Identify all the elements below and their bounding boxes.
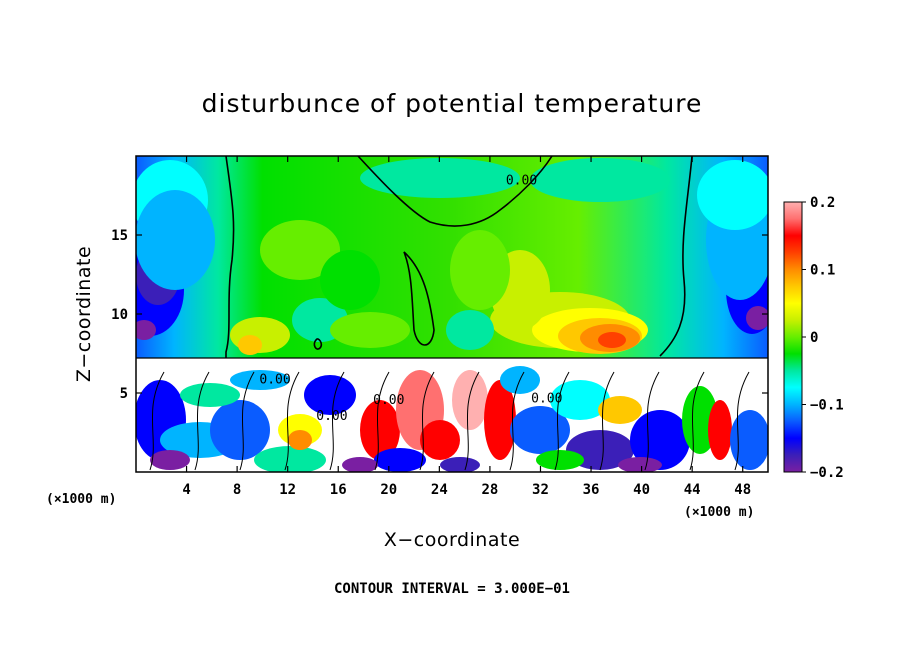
colorbar-ticks: 0.2 0.1 0 −0.1 −0.2 <box>802 195 844 481</box>
turbulent-blob <box>360 400 400 460</box>
turbulent-blob <box>420 420 460 460</box>
turbulent-contour <box>509 371 525 471</box>
field-blob <box>238 335 262 355</box>
turbulent-contours <box>149 371 750 471</box>
contour-left-boundary <box>225 156 235 358</box>
turbulent-blob <box>630 410 690 470</box>
x-tick-label: 28 <box>481 482 498 498</box>
zero-contours <box>225 156 693 358</box>
x-tick-label: 4 <box>182 482 190 498</box>
x-tick-label: 40 <box>633 482 650 498</box>
turbulent-contour <box>734 371 750 471</box>
x-tick-label: 48 <box>734 482 751 498</box>
contour-label: 0.00 <box>373 393 404 408</box>
colorbar-tick-label: −0.2 <box>810 465 844 481</box>
turbulent-blob <box>180 383 240 407</box>
field-blob <box>746 306 768 330</box>
turbulent-contour <box>194 371 210 471</box>
x-axis-ticks: 4 8 12 16 20 24 28 32 36 40 44 48 <box>182 156 751 498</box>
heatmap-field <box>136 156 768 472</box>
contour-label: 0.00 <box>531 391 562 406</box>
contour-center-lens <box>403 251 435 346</box>
field-blob <box>320 250 380 310</box>
y-axis-ticks: 5 10 15 <box>111 228 768 402</box>
turbulent-contour <box>419 371 435 471</box>
contour-top-dome <box>357 156 553 227</box>
field-blob <box>136 320 156 340</box>
turbulent-blob <box>452 370 488 430</box>
x-axis-label: X−coordinate <box>384 529 520 551</box>
turbulent-blob <box>550 380 610 420</box>
x-tick-label: 32 <box>532 482 549 498</box>
turbulent-blob <box>342 457 378 472</box>
y-tick-label: 5 <box>120 386 128 402</box>
chart-title: disturbunce of potential temperature <box>202 89 703 118</box>
field-blob <box>136 190 215 290</box>
contour-small-loop <box>313 338 323 350</box>
turbulent-contour <box>689 371 705 471</box>
field-blob <box>330 312 410 348</box>
x-tick-label: 36 <box>583 482 600 498</box>
y-tick-label: 15 <box>111 228 128 244</box>
turbulent-contour <box>644 371 660 471</box>
field-blob <box>697 160 768 230</box>
field-blob <box>360 158 520 198</box>
colorbar-tick-label: 0.1 <box>810 263 835 279</box>
y-tick-label: 10 <box>111 307 128 323</box>
turbulent-blob <box>150 450 190 470</box>
turbulent-blob <box>598 396 642 424</box>
turbulent-contour <box>599 371 615 471</box>
x-tick-label: 8 <box>233 482 241 498</box>
field-blob <box>446 310 494 350</box>
field-blob <box>260 220 340 280</box>
turbulent-contour <box>374 371 390 471</box>
turbulent-contour <box>464 371 480 471</box>
turbulent-contour <box>329 371 345 471</box>
turbulent-blob <box>254 446 326 472</box>
turbulent-blob <box>536 450 584 470</box>
x-tick-label: 12 <box>279 482 296 498</box>
turbulent-blob <box>374 448 426 472</box>
turbulent-blob <box>230 370 290 390</box>
colorbar-tick-label: 0.2 <box>810 195 835 211</box>
colorbar-tick-label: 0 <box>810 330 818 346</box>
turbulent-blob <box>484 380 516 460</box>
field-blob <box>530 158 670 202</box>
contour-label: 0.00 <box>259 373 290 388</box>
turbulent-contour <box>239 371 255 471</box>
turbulent-blob <box>618 457 662 472</box>
turbulent-blob <box>440 457 480 472</box>
x-tick-label: 16 <box>330 482 347 498</box>
colorbar: 0.2 0.1 0 −0.1 −0.2 <box>783 195 844 481</box>
turbulent-blob <box>510 406 570 454</box>
turbulent-blob <box>304 375 356 415</box>
x-tick-label: 24 <box>431 482 448 498</box>
y-axis-label: Z−coordinate <box>73 246 95 382</box>
contour-right-boundary <box>659 156 693 357</box>
x-unit-label-right: (×1000 m) <box>684 505 754 520</box>
contour-interval-note: CONTOUR INTERVAL = 3.000E−01 <box>334 581 570 597</box>
contour-label: 0.00 <box>506 173 537 188</box>
turbulent-blob <box>716 366 764 394</box>
turbulent-contour <box>284 371 300 471</box>
colorbar-fill <box>783 201 803 473</box>
turbulent-contour <box>554 371 570 471</box>
field-blobs <box>136 158 768 355</box>
colorbar-tick-label: −0.1 <box>810 398 844 414</box>
turbulent-blob <box>708 400 732 460</box>
contour-label: 0.00 <box>316 409 347 424</box>
x-unit-label-left: (×1000 m) <box>46 492 116 507</box>
turbulent-contour <box>149 371 165 471</box>
turbulent-blob <box>210 400 270 460</box>
field-blob <box>598 332 626 348</box>
contour-labels: 0.00 0.00 0.00 0.00 0.00 <box>259 173 562 423</box>
x-tick-label: 44 <box>684 482 701 498</box>
field-blob <box>450 230 510 310</box>
turbulent-layer-blobs <box>136 366 768 472</box>
turbulent-blob <box>288 430 312 450</box>
turbulent-blob <box>730 410 768 470</box>
x-tick-label: 20 <box>380 482 397 498</box>
